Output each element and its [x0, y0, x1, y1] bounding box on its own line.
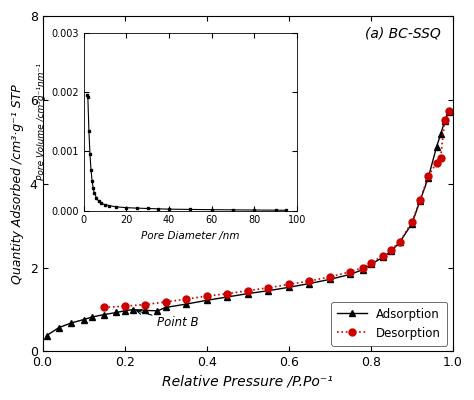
- Adsorption: [142, 308, 148, 313]
- Adsorption: [89, 315, 95, 320]
- Desorption: [245, 288, 251, 293]
- Legend: Adsorption, Desorption: Adsorption, Desorption: [331, 302, 447, 346]
- Desorption: [163, 300, 168, 304]
- Desorption: [347, 270, 353, 274]
- Line: Adsorption: Adsorption: [43, 108, 452, 339]
- Desorption: [142, 302, 148, 307]
- Adsorption: [347, 272, 353, 277]
- Y-axis label: Quantity Adsorbed /cm³·g⁻¹ STP: Quantity Adsorbed /cm³·g⁻¹ STP: [11, 84, 24, 284]
- Adsorption: [368, 262, 374, 267]
- Desorption: [389, 248, 394, 252]
- Desorption: [122, 304, 128, 308]
- Adsorption: [397, 240, 402, 245]
- Adsorption: [446, 109, 452, 114]
- Adsorption: [245, 291, 251, 296]
- Text: (a) BC-SSQ: (a) BC-SSQ: [365, 26, 441, 40]
- Adsorption: [426, 175, 431, 180]
- Desorption: [409, 220, 415, 225]
- Desorption: [360, 265, 365, 270]
- Text: Point B: Point B: [137, 310, 199, 329]
- Adsorption: [81, 317, 86, 322]
- Desorption: [286, 282, 292, 287]
- Adsorption: [286, 285, 292, 290]
- Adsorption: [130, 307, 136, 312]
- Adsorption: [101, 312, 107, 317]
- Desorption: [397, 239, 402, 244]
- Adsorption: [434, 144, 439, 149]
- Desorption: [327, 274, 333, 279]
- Desorption: [426, 174, 431, 179]
- Desorption: [417, 197, 423, 202]
- X-axis label: Relative Pressure /P.Po⁻¹: Relative Pressure /P.Po⁻¹: [162, 375, 333, 389]
- Adsorption: [417, 198, 423, 203]
- Desorption: [265, 285, 271, 290]
- Adsorption: [307, 281, 312, 286]
- Adsorption: [327, 277, 333, 282]
- Adsorption: [265, 288, 271, 293]
- Desorption: [204, 294, 210, 298]
- Adsorption: [44, 333, 49, 338]
- Adsorption: [114, 310, 119, 315]
- Adsorption: [68, 320, 74, 325]
- Adsorption: [155, 308, 160, 313]
- Desorption: [101, 305, 107, 310]
- Adsorption: [438, 132, 444, 137]
- Desorption: [438, 156, 444, 160]
- Desorption: [434, 160, 439, 165]
- Adsorption: [163, 305, 168, 310]
- Desorption: [224, 291, 230, 296]
- Adsorption: [389, 248, 394, 253]
- Desorption: [307, 279, 312, 284]
- Desorption: [446, 109, 452, 114]
- Adsorption: [442, 118, 447, 123]
- Adsorption: [204, 298, 210, 303]
- Desorption: [368, 260, 374, 265]
- Adsorption: [409, 221, 415, 226]
- Desorption: [442, 118, 447, 122]
- Adsorption: [56, 325, 62, 330]
- Line: Desorption: Desorption: [100, 108, 452, 311]
- Desorption: [183, 297, 189, 302]
- Adsorption: [360, 267, 365, 272]
- Desorption: [380, 254, 386, 258]
- Adsorption: [183, 302, 189, 306]
- Adsorption: [224, 294, 230, 299]
- Adsorption: [380, 255, 386, 260]
- Adsorption: [122, 308, 128, 313]
